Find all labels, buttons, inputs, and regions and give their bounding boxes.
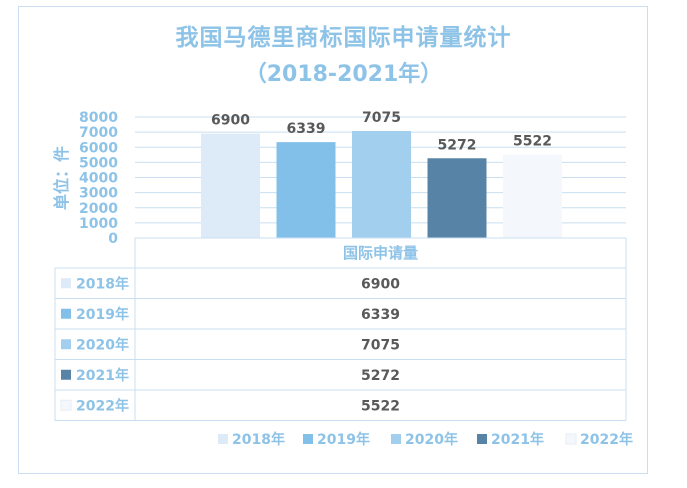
y-tick-label: 5000 <box>79 155 118 171</box>
table-row-label: 2022年 <box>76 397 129 414</box>
y-tick-label: 7000 <box>79 125 118 141</box>
legend-key <box>303 434 313 444</box>
y-tick-label: 2000 <box>79 201 118 217</box>
table-row-label: 2021年 <box>76 367 129 384</box>
table-cell-value: 6900 <box>361 276 400 292</box>
data-label: 5272 <box>438 137 477 153</box>
legend-label: 2019年 <box>317 431 370 448</box>
table-cell-value: 5272 <box>361 368 400 384</box>
table-row-label: 2018年 <box>76 275 129 292</box>
bar-2019年 <box>276 142 336 238</box>
legend-key <box>218 434 228 444</box>
bar-2022年 <box>503 154 562 238</box>
table-legend-key <box>60 399 72 411</box>
bar-2018年 <box>201 133 260 238</box>
y-tick-label: 8000 <box>79 110 118 126</box>
legend-label: 2022年 <box>580 431 633 448</box>
legend-label: 2021年 <box>491 431 544 448</box>
data-label: 7075 <box>362 110 401 126</box>
chart-frame <box>18 6 648 474</box>
table-legend-key <box>61 369 71 380</box>
legend-label: 2020年 <box>405 431 458 448</box>
y-tick-label: 4000 <box>79 171 118 187</box>
y-axis-label: 单位：件 <box>52 146 71 210</box>
data-label: 6339 <box>287 121 326 137</box>
table-legend-key <box>61 278 71 289</box>
y-tick-label: 1000 <box>79 216 118 232</box>
legend-key <box>565 433 577 445</box>
y-tick-label: 0 <box>108 231 118 247</box>
chart-subtitle: （2018-2021年） <box>244 62 443 87</box>
table-cell-value: 5522 <box>361 398 400 414</box>
y-tick-label: 3000 <box>79 186 118 202</box>
legend-key <box>391 434 401 444</box>
y-tick-label: 6000 <box>79 140 118 156</box>
chart-title: 我国马德里商标国际申请量统计 <box>175 25 512 51</box>
table-legend-key <box>61 308 71 319</box>
table-row-label: 2020年 <box>76 336 129 353</box>
legend-label: 2018年 <box>232 431 285 448</box>
bar-2021年 <box>427 158 487 238</box>
table-cell-value: 7075 <box>361 337 400 353</box>
data-label: 5522 <box>513 133 552 149</box>
legend-key <box>477 434 487 444</box>
data-label: 6900 <box>211 113 250 129</box>
x-category-label: 国际申请量 <box>343 244 418 262</box>
table-legend-key <box>61 339 71 350</box>
bar-2020年 <box>352 130 411 238</box>
table-cell-value: 6339 <box>361 307 400 323</box>
table-row-label: 2019年 <box>76 306 129 323</box>
